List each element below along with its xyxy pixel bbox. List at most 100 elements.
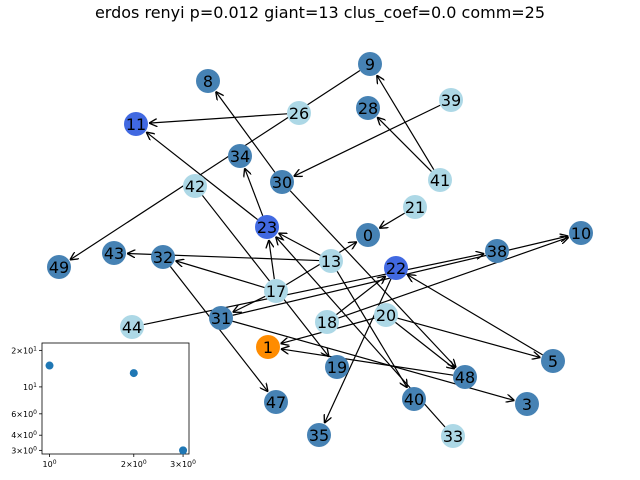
node-49[interactable]: 49	[47, 255, 71, 279]
node-43[interactable]: 43	[102, 241, 126, 265]
node-41[interactable]: 41	[428, 168, 452, 192]
node-circle	[441, 424, 465, 448]
inset-y-tick-label: 6×100	[11, 408, 37, 419]
edge-17-32	[175, 261, 265, 289]
node-31[interactable]: 31	[209, 306, 233, 330]
node-5[interactable]: 5	[541, 349, 565, 373]
node-1[interactable]: 1	[256, 335, 280, 359]
node-0[interactable]: 0	[356, 223, 380, 247]
node-circle	[541, 349, 565, 373]
node-label: 28	[358, 99, 378, 118]
node-32[interactable]: 32	[151, 245, 175, 269]
node-20[interactable]: 20	[374, 303, 398, 327]
node-circle	[256, 335, 280, 359]
edge-13-23	[278, 233, 321, 256]
edge-44-38	[143, 254, 485, 326]
node-circle	[403, 195, 427, 219]
node-label: 49	[49, 258, 69, 277]
inset-y-tick-label: 2×101	[11, 345, 37, 356]
edge-18-10	[338, 237, 568, 319]
inset-y-tick-label: 3×100	[11, 445, 37, 456]
node-47[interactable]: 47	[264, 390, 288, 414]
node-48[interactable]: 48	[453, 365, 477, 389]
node-label: 39	[441, 91, 461, 110]
inset-frame	[41, 342, 190, 455]
node-label: 9	[365, 55, 375, 74]
node-circle	[358, 52, 382, 76]
node-30[interactable]: 30	[270, 170, 294, 194]
node-21[interactable]: 21	[403, 195, 427, 219]
node-35[interactable]: 35	[307, 423, 331, 447]
edge-26-11	[149, 113, 288, 123]
inset-point-0	[45, 361, 54, 370]
node-label: 38	[487, 242, 507, 261]
node-label: 8	[203, 72, 213, 91]
node-label: 20	[376, 306, 396, 325]
node-40[interactable]: 40	[402, 387, 426, 411]
inset-y-tick-label: 101	[23, 381, 37, 392]
edge-41-28	[377, 117, 432, 172]
node-circle	[453, 365, 477, 389]
node-label: 34	[230, 147, 250, 166]
node-label: 48	[455, 368, 475, 387]
node-circle	[120, 315, 144, 339]
node-label: 47	[266, 393, 286, 412]
node-19[interactable]: 19	[325, 355, 349, 379]
node-39[interactable]: 39	[439, 88, 463, 112]
node-38[interactable]: 38	[485, 239, 509, 263]
node-9[interactable]: 9	[358, 52, 382, 76]
node-label: 41	[430, 171, 450, 190]
inset-point-1	[129, 369, 138, 378]
inset-point-2	[179, 446, 188, 455]
node-33[interactable]: 33	[441, 424, 465, 448]
inset-x-tick-label: 2×100	[121, 459, 147, 470]
node-8[interactable]: 8	[196, 69, 220, 93]
node-label: 44	[122, 318, 142, 337]
node-label: 42	[185, 177, 205, 196]
node-circle	[255, 215, 279, 239]
edge-30-48	[289, 190, 456, 368]
node-circle	[315, 310, 339, 334]
node-label: 10	[571, 224, 591, 243]
node-label: 0	[363, 226, 373, 245]
node-23[interactable]: 23	[255, 215, 279, 239]
node-circle	[196, 69, 220, 93]
node-42[interactable]: 42	[183, 174, 207, 198]
edge-9-49	[70, 70, 361, 260]
node-circle	[325, 355, 349, 379]
node-34[interactable]: 34	[228, 144, 252, 168]
node-circle	[102, 241, 126, 265]
inset-y-tick-label: 4×100	[11, 430, 37, 441]
node-circle	[384, 256, 408, 280]
node-26[interactable]: 26	[287, 101, 311, 125]
node-13[interactable]: 13	[319, 249, 343, 273]
node-label: 21	[405, 198, 425, 217]
edge-41-9	[377, 75, 435, 171]
node-17[interactable]: 17	[264, 279, 288, 303]
node-label: 23	[257, 218, 277, 237]
inset-points	[45, 361, 188, 455]
node-circle	[569, 221, 593, 245]
edge-39-30	[294, 104, 441, 176]
node-circle	[264, 279, 288, 303]
node-label: 22	[386, 259, 406, 278]
edge-31-3	[232, 320, 515, 400]
node-10[interactable]: 10	[569, 221, 593, 245]
node-circle	[270, 170, 294, 194]
node-3[interactable]: 3	[515, 392, 539, 416]
node-11[interactable]: 11	[124, 112, 148, 136]
node-circle	[307, 423, 331, 447]
node-44[interactable]: 44	[120, 315, 144, 339]
node-label: 30	[272, 173, 292, 192]
node-label: 43	[104, 244, 124, 263]
node-circle	[183, 174, 207, 198]
node-28[interactable]: 28	[356, 96, 380, 120]
inset-ticks: 100 2×100 3×100 3×100 4×100 6×100 101 2×101	[11, 345, 196, 469]
edges-layer	[70, 70, 569, 428]
node-18[interactable]: 18	[315, 310, 339, 334]
edge-20-48	[395, 321, 454, 369]
node-22[interactable]: 22	[384, 256, 408, 280]
edge-17-23	[269, 240, 275, 280]
node-circle	[374, 303, 398, 327]
